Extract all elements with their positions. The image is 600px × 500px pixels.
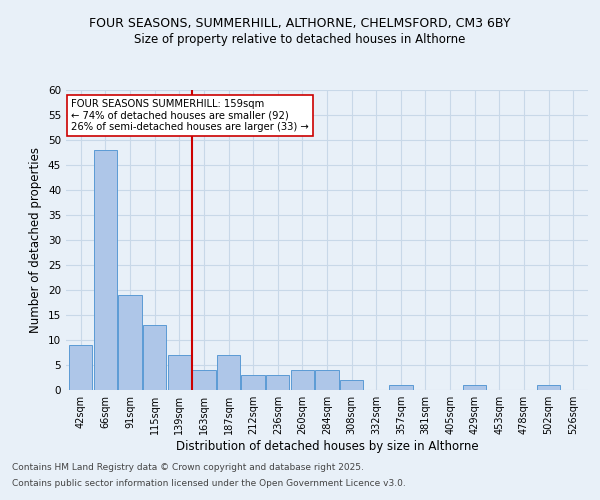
Text: FOUR SEASONS SUMMERHILL: 159sqm
← 74% of detached houses are smaller (92)
26% of: FOUR SEASONS SUMMERHILL: 159sqm ← 74% of… <box>71 99 309 132</box>
Text: Contains HM Land Registry data © Crown copyright and database right 2025.: Contains HM Land Registry data © Crown c… <box>12 464 364 472</box>
Bar <box>241 375 265 390</box>
Text: FOUR SEASONS, SUMMERHILL, ALTHORNE, CHELMSFORD, CM3 6BY: FOUR SEASONS, SUMMERHILL, ALTHORNE, CHEL… <box>89 18 511 30</box>
Bar <box>94 150 117 390</box>
Bar <box>340 380 364 390</box>
Bar <box>217 355 240 390</box>
X-axis label: Distribution of detached houses by size in Althorne: Distribution of detached houses by size … <box>176 440 478 453</box>
Bar <box>316 370 338 390</box>
Bar <box>118 295 142 390</box>
Bar <box>69 345 92 390</box>
Bar <box>463 385 487 390</box>
Bar <box>192 370 215 390</box>
Bar <box>143 325 166 390</box>
Bar <box>266 375 289 390</box>
Text: Contains public sector information licensed under the Open Government Licence v3: Contains public sector information licen… <box>12 478 406 488</box>
Bar <box>167 355 191 390</box>
Bar <box>290 370 314 390</box>
Y-axis label: Number of detached properties: Number of detached properties <box>29 147 43 333</box>
Bar <box>389 385 413 390</box>
Text: Size of property relative to detached houses in Althorne: Size of property relative to detached ho… <box>134 32 466 46</box>
Bar <box>537 385 560 390</box>
